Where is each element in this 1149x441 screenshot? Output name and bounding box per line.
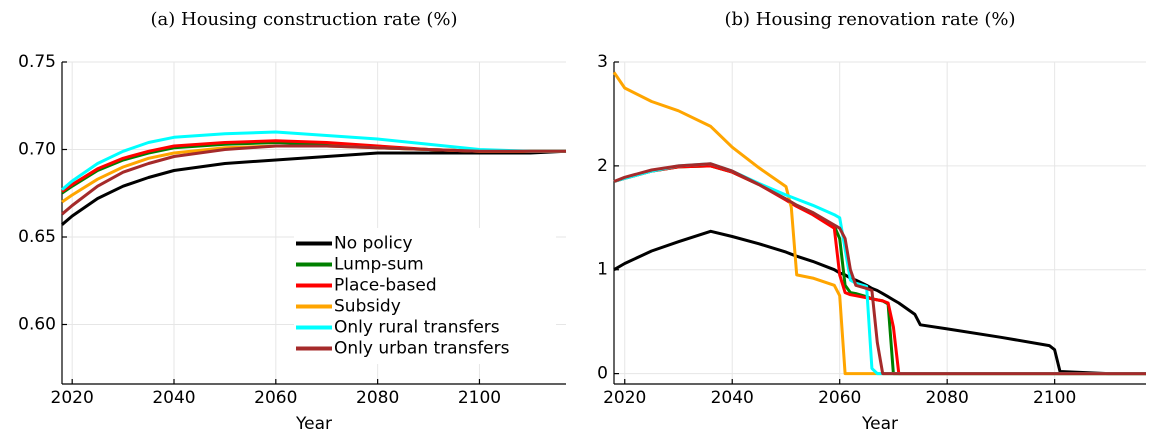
y-tick-label: 0.70: [18, 140, 56, 160]
x-tick-label: 2020: [51, 388, 94, 408]
x-tick-label: 2100: [1033, 388, 1076, 408]
y-tick-label: 0: [597, 364, 608, 384]
line-series: [612, 71, 1146, 376]
y-tick-label: 3: [597, 52, 608, 72]
x-tick-label: 2100: [458, 388, 501, 408]
chart-title: (a) Housing construction rate (%): [151, 9, 458, 30]
x-axis-label: Year: [295, 414, 332, 434]
x-tick-label: 2080: [926, 388, 969, 408]
x-tick-label: 2020: [603, 388, 646, 408]
legend-label: Only rural transfers: [334, 318, 500, 338]
x-tick-label: 2040: [711, 388, 754, 408]
line-series: [613, 162, 1146, 376]
line-series: [61, 149, 567, 226]
legend-label: Lump-sum: [334, 255, 424, 275]
y-tick-label: 2: [597, 156, 608, 176]
x-axis-label: Year: [861, 414, 898, 434]
y-tick-label: 0.75: [18, 52, 56, 72]
chart-title: (b) Housing renovation rate (%): [724, 9, 1015, 30]
line-series: [61, 130, 566, 191]
x-tick-label: 2060: [254, 388, 297, 408]
x-tick-label: 2040: [152, 388, 195, 408]
y-tick-label: 0.65: [18, 227, 56, 247]
x-tick-label: 2060: [818, 388, 861, 408]
legend-label: Only urban transfers: [334, 339, 510, 359]
legend-label: Subsidy: [334, 297, 401, 317]
y-tick-label: 0.60: [18, 315, 56, 335]
line-series: [613, 162, 1146, 376]
line-series: [613, 229, 1146, 376]
line-series: [61, 144, 566, 216]
legend-label: Place-based: [334, 276, 437, 296]
y-tick-label: 1: [597, 260, 608, 280]
legend-box: [294, 228, 556, 364]
legend-label: No policy: [334, 234, 413, 254]
x-tick-label: 2080: [356, 388, 399, 408]
